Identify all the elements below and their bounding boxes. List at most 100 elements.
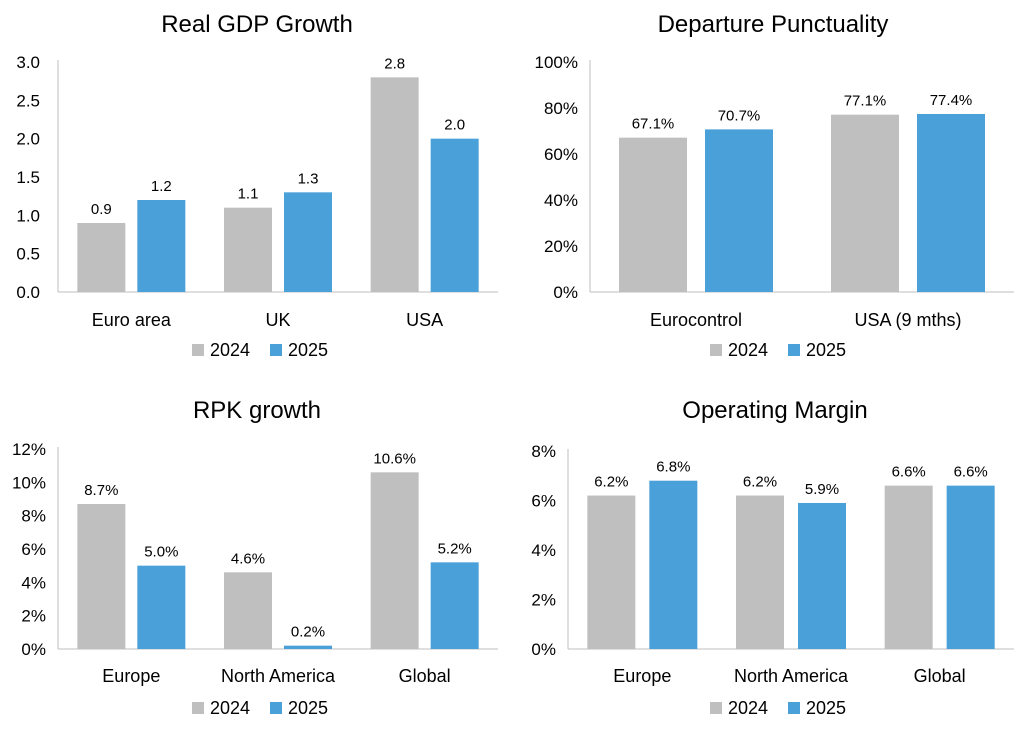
- category-label: North America: [734, 666, 849, 686]
- y-tick-label: 8%: [21, 507, 46, 526]
- legend-swatch-2024: [192, 344, 204, 356]
- chart-title: Operating Margin: [682, 397, 867, 424]
- category-label: Europe: [102, 666, 160, 686]
- y-tick-label: 0%: [553, 283, 578, 302]
- legend-swatch-2024: [710, 702, 722, 714]
- bar-2025-global: [430, 562, 479, 649]
- bar-2025-global: [946, 485, 995, 649]
- chart-opm: Operating Margin 0% 2% 4% 6% 8% 6.2% 6.8% Europe…: [531, 397, 1014, 718]
- legend-label: 2024: [728, 340, 768, 360]
- category-label: USA (9 mths): [854, 310, 961, 330]
- legend-label: 2025: [806, 340, 846, 360]
- data-label: 5.0%: [144, 544, 178, 561]
- bar-2025-europe: [137, 565, 186, 649]
- y-tick-label: 60%: [544, 145, 578, 164]
- y-tick-label: 4%: [21, 573, 46, 592]
- chart-gdp: Real GDP Growth 0.0 0.5 1.0 1.5 2.0 2.5 3.0 0.9 1…: [16, 11, 498, 360]
- category-label: Euro area: [92, 310, 172, 330]
- y-tick-label: 2.0: [16, 130, 40, 149]
- legend-swatch-2025: [788, 344, 800, 356]
- legend-label: 2025: [288, 698, 328, 718]
- data-label: 77.1%: [844, 93, 887, 110]
- bar-2024-global: [884, 485, 933, 649]
- y-tick-label: 0%: [531, 640, 556, 659]
- legend-label: 2024: [210, 340, 250, 360]
- data-label: 6.2%: [594, 474, 628, 491]
- bar-2025-uk: [284, 192, 332, 292]
- category-label: Global: [399, 666, 451, 686]
- y-tick-label: 0.5: [16, 245, 40, 264]
- y-tick-label: 2%: [531, 591, 556, 610]
- chart-title: Real GDP Growth: [161, 11, 353, 38]
- legend-swatch-2025: [270, 702, 282, 714]
- legend-label: 2024: [210, 698, 250, 718]
- bar-2024-europe: [77, 504, 126, 649]
- data-label: 1.3: [298, 170, 319, 187]
- bar-2024-north-america: [224, 572, 272, 649]
- data-label: 77.4%: [930, 92, 973, 109]
- bar-2025-euro-area: [137, 200, 186, 292]
- legend-label: 2025: [288, 340, 328, 360]
- y-tick-label: 1.0: [16, 206, 40, 225]
- legend-swatch-2024: [192, 702, 204, 714]
- legend-swatch-2025: [788, 702, 800, 714]
- data-label: 6.6%: [892, 464, 926, 481]
- data-label: 2.8: [384, 55, 405, 72]
- legend-label: 2025: [806, 698, 846, 718]
- category-label: Europe: [613, 666, 671, 686]
- category-label: Eurocontrol: [650, 310, 742, 330]
- y-tick-label: 12%: [12, 440, 46, 459]
- y-tick-label: 0%: [21, 640, 46, 659]
- data-label: 1.2: [151, 178, 172, 195]
- data-label: 2.0: [444, 117, 465, 134]
- data-label: 4.6%: [231, 550, 265, 567]
- bar-2024-eurocontrol: [619, 137, 687, 292]
- y-tick-label: 0.0: [16, 283, 40, 302]
- y-tick-label: 4%: [531, 541, 556, 560]
- category-label: North America: [221, 666, 336, 686]
- category-label: UK: [265, 310, 290, 330]
- bar-2024-global: [370, 472, 419, 649]
- y-tick-label: 40%: [544, 191, 578, 210]
- y-tick-label: 1.5: [16, 168, 40, 187]
- y-tick-label: 2%: [21, 607, 46, 626]
- data-label: 1.1: [238, 186, 259, 203]
- data-label: 67.1%: [632, 116, 675, 133]
- y-tick-label: 3.0: [16, 53, 40, 72]
- chart-punct: Departure Punctuality 0% 20% 40% 60% 80% 100% 6…: [535, 11, 1014, 360]
- bar-2024-europe: [587, 495, 636, 649]
- data-label: 70.7%: [718, 107, 761, 124]
- bar-2024-usa: [370, 77, 419, 292]
- data-label: 6.8%: [656, 459, 690, 476]
- data-label: 5.9%: [805, 481, 839, 498]
- data-label: 5.2%: [438, 540, 472, 557]
- legend-label: 2024: [728, 698, 768, 718]
- bar-2025-north-america: [284, 645, 332, 649]
- y-tick-label: 10%: [12, 473, 46, 492]
- category-label: Global: [914, 666, 966, 686]
- data-label: 8.7%: [84, 482, 118, 499]
- bar-2025-north-america: [798, 502, 846, 649]
- data-label: 0.2%: [291, 624, 325, 641]
- data-label: 10.6%: [373, 450, 416, 467]
- bar-2025-europe: [649, 480, 698, 649]
- y-tick-label: 6%: [21, 540, 46, 559]
- y-tick-label: 6%: [531, 492, 556, 511]
- chart-title: Departure Punctuality: [658, 11, 889, 38]
- bar-2024-usa-9-mths-: [831, 114, 899, 292]
- y-tick-label: 100%: [535, 53, 578, 72]
- legend-swatch-2024: [710, 344, 722, 356]
- legend: 2024 2025: [192, 698, 328, 718]
- chart-title: RPK growth: [193, 397, 321, 424]
- y-tick-label: 2.5: [16, 91, 40, 110]
- y-tick-label: 80%: [544, 99, 578, 118]
- legend: 2024 2025: [192, 340, 328, 360]
- legend-swatch-2025: [270, 344, 282, 356]
- chart-rpk: RPK growth 0% 2% 4% 6% 8% 10% 12% 8.7% 5.0% Europe…: [12, 397, 498, 718]
- category-label: USA: [406, 310, 443, 330]
- bar-2025-usa-9-mths-: [917, 113, 985, 292]
- data-label: 6.6%: [954, 464, 988, 481]
- legend: 2024 2025: [710, 698, 846, 718]
- bar-2025-eurocontrol: [705, 129, 773, 292]
